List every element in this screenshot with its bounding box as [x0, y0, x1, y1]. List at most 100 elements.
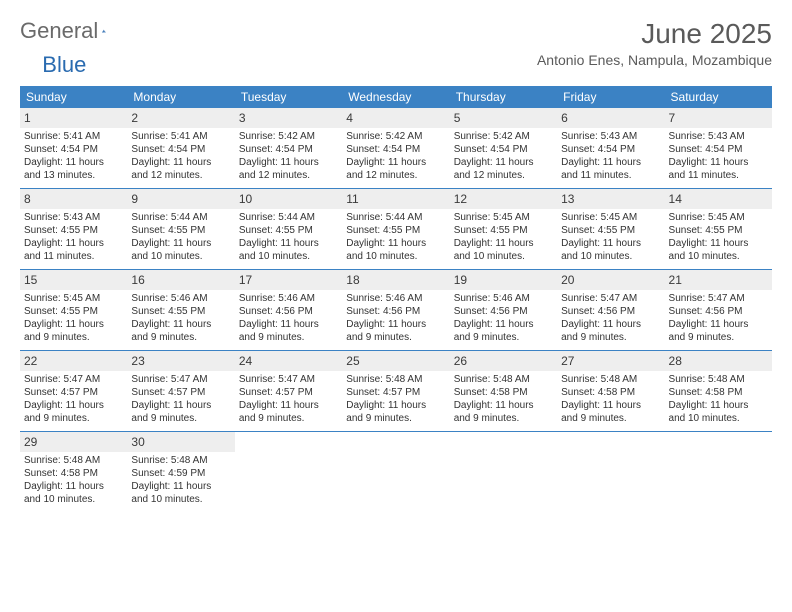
dow-sat: Saturday [665, 86, 772, 108]
calendar-day: 12Sunrise: 5:45 AMSunset: 4:55 PMDayligh… [450, 189, 557, 269]
calendar-day: 11Sunrise: 5:44 AMSunset: 4:55 PMDayligh… [342, 189, 449, 269]
day-sun-info: Sunrise: 5:43 AMSunset: 4:54 PMDaylight:… [669, 130, 768, 182]
day-number: 20 [557, 270, 664, 290]
calendar-day: 9Sunrise: 5:44 AMSunset: 4:55 PMDaylight… [127, 189, 234, 269]
day-sun-info: Sunrise: 5:42 AMSunset: 4:54 PMDaylight:… [239, 130, 338, 182]
day-sun-info: Sunrise: 5:45 AMSunset: 4:55 PMDaylight:… [24, 292, 123, 344]
day-number: 5 [450, 108, 557, 128]
day-number: 21 [665, 270, 772, 290]
day-sun-info: Sunrise: 5:45 AMSunset: 4:55 PMDaylight:… [669, 211, 768, 263]
calendar-day: . [557, 432, 664, 512]
day-sun-info: Sunrise: 5:48 AMSunset: 4:58 PMDaylight:… [454, 373, 553, 425]
day-sun-info: Sunrise: 5:42 AMSunset: 4:54 PMDaylight:… [346, 130, 445, 182]
day-sun-info: Sunrise: 5:47 AMSunset: 4:56 PMDaylight:… [669, 292, 768, 344]
calendar-day: 26Sunrise: 5:48 AMSunset: 4:58 PMDayligh… [450, 351, 557, 431]
calendar-week: 29Sunrise: 5:48 AMSunset: 4:58 PMDayligh… [20, 432, 772, 512]
calendar-day: 15Sunrise: 5:45 AMSunset: 4:55 PMDayligh… [20, 270, 127, 350]
day-sun-info: Sunrise: 5:46 AMSunset: 4:56 PMDaylight:… [239, 292, 338, 344]
calendar-day: 20Sunrise: 5:47 AMSunset: 4:56 PMDayligh… [557, 270, 664, 350]
calendar-day: 16Sunrise: 5:46 AMSunset: 4:55 PMDayligh… [127, 270, 234, 350]
day-sun-info: Sunrise: 5:41 AMSunset: 4:54 PMDaylight:… [131, 130, 230, 182]
calendar-day: 21Sunrise: 5:47 AMSunset: 4:56 PMDayligh… [665, 270, 772, 350]
calendar-week: 8Sunrise: 5:43 AMSunset: 4:55 PMDaylight… [20, 189, 772, 270]
day-sun-info: Sunrise: 5:46 AMSunset: 4:56 PMDaylight:… [346, 292, 445, 344]
day-sun-info: Sunrise: 5:47 AMSunset: 4:57 PMDaylight:… [239, 373, 338, 425]
calendar-day: 5Sunrise: 5:42 AMSunset: 4:54 PMDaylight… [450, 108, 557, 188]
day-number: 17 [235, 270, 342, 290]
day-number: 18 [342, 270, 449, 290]
dow-thu: Thursday [450, 86, 557, 108]
day-number: 22 [20, 351, 127, 371]
calendar-day: 19Sunrise: 5:46 AMSunset: 4:56 PMDayligh… [450, 270, 557, 350]
calendar-day: 6Sunrise: 5:43 AMSunset: 4:54 PMDaylight… [557, 108, 664, 188]
day-number: 16 [127, 270, 234, 290]
day-sun-info: Sunrise: 5:43 AMSunset: 4:54 PMDaylight:… [561, 130, 660, 182]
calendar-day: 3Sunrise: 5:42 AMSunset: 4:54 PMDaylight… [235, 108, 342, 188]
dow-wed: Wednesday [342, 86, 449, 108]
calendar-day: 8Sunrise: 5:43 AMSunset: 4:55 PMDaylight… [20, 189, 127, 269]
day-number: 27 [557, 351, 664, 371]
day-number: 14 [665, 189, 772, 209]
day-number: 3 [235, 108, 342, 128]
day-sun-info: Sunrise: 5:48 AMSunset: 4:58 PMDaylight:… [561, 373, 660, 425]
calendar-day: 10Sunrise: 5:44 AMSunset: 4:55 PMDayligh… [235, 189, 342, 269]
calendar: Sunday Monday Tuesday Wednesday Thursday… [20, 86, 772, 512]
day-sun-info: Sunrise: 5:48 AMSunset: 4:58 PMDaylight:… [669, 373, 768, 425]
calendar-week: 1Sunrise: 5:41 AMSunset: 4:54 PMDaylight… [20, 108, 772, 189]
calendar-day: 18Sunrise: 5:46 AMSunset: 4:56 PMDayligh… [342, 270, 449, 350]
day-sun-info: Sunrise: 5:46 AMSunset: 4:55 PMDaylight:… [131, 292, 230, 344]
calendar-day: 4Sunrise: 5:42 AMSunset: 4:54 PMDaylight… [342, 108, 449, 188]
calendar-day: 23Sunrise: 5:47 AMSunset: 4:57 PMDayligh… [127, 351, 234, 431]
day-number: 9 [127, 189, 234, 209]
day-number: 29 [20, 432, 127, 452]
day-number: 11 [342, 189, 449, 209]
day-number: 1 [20, 108, 127, 128]
calendar-week: 22Sunrise: 5:47 AMSunset: 4:57 PMDayligh… [20, 351, 772, 432]
day-number: 24 [235, 351, 342, 371]
day-number: 25 [342, 351, 449, 371]
calendar-day: 1Sunrise: 5:41 AMSunset: 4:54 PMDaylight… [20, 108, 127, 188]
calendar-day: 22Sunrise: 5:47 AMSunset: 4:57 PMDayligh… [20, 351, 127, 431]
day-number: 28 [665, 351, 772, 371]
day-sun-info: Sunrise: 5:48 AMSunset: 4:58 PMDaylight:… [24, 454, 123, 506]
day-sun-info: Sunrise: 5:44 AMSunset: 4:55 PMDaylight:… [131, 211, 230, 263]
calendar-day: . [235, 432, 342, 512]
day-sun-info: Sunrise: 5:47 AMSunset: 4:57 PMDaylight:… [131, 373, 230, 425]
day-sun-info: Sunrise: 5:48 AMSunset: 4:59 PMDaylight:… [131, 454, 230, 506]
calendar-day: . [665, 432, 772, 512]
day-number: 13 [557, 189, 664, 209]
calendar-day: 29Sunrise: 5:48 AMSunset: 4:58 PMDayligh… [20, 432, 127, 512]
calendar-day: 30Sunrise: 5:48 AMSunset: 4:59 PMDayligh… [127, 432, 234, 512]
day-number: 8 [20, 189, 127, 209]
day-sun-info: Sunrise: 5:47 AMSunset: 4:57 PMDaylight:… [24, 373, 123, 425]
day-number: 6 [557, 108, 664, 128]
calendar-week: 15Sunrise: 5:45 AMSunset: 4:55 PMDayligh… [20, 270, 772, 351]
day-sun-info: Sunrise: 5:46 AMSunset: 4:56 PMDaylight:… [454, 292, 553, 344]
calendar-day: 7Sunrise: 5:43 AMSunset: 4:54 PMDaylight… [665, 108, 772, 188]
day-sun-info: Sunrise: 5:41 AMSunset: 4:54 PMDaylight:… [24, 130, 123, 182]
day-number: 23 [127, 351, 234, 371]
dow-fri: Friday [557, 86, 664, 108]
day-number: 26 [450, 351, 557, 371]
day-number: 30 [127, 432, 234, 452]
calendar-day: 28Sunrise: 5:48 AMSunset: 4:58 PMDayligh… [665, 351, 772, 431]
dow-tue: Tuesday [235, 86, 342, 108]
dow-mon: Monday [127, 86, 234, 108]
calendar-day: 24Sunrise: 5:47 AMSunset: 4:57 PMDayligh… [235, 351, 342, 431]
calendar-day: 2Sunrise: 5:41 AMSunset: 4:54 PMDaylight… [127, 108, 234, 188]
day-sun-info: Sunrise: 5:44 AMSunset: 4:55 PMDaylight:… [346, 211, 445, 263]
day-number: 10 [235, 189, 342, 209]
brand-sail-icon [102, 22, 106, 40]
calendar-header-row: Sunday Monday Tuesday Wednesday Thursday… [20, 86, 772, 108]
day-sun-info: Sunrise: 5:44 AMSunset: 4:55 PMDaylight:… [239, 211, 338, 263]
brand-part1: General [20, 18, 98, 44]
day-number: 19 [450, 270, 557, 290]
day-number: 2 [127, 108, 234, 128]
day-sun-info: Sunrise: 5:47 AMSunset: 4:56 PMDaylight:… [561, 292, 660, 344]
day-sun-info: Sunrise: 5:43 AMSunset: 4:55 PMDaylight:… [24, 211, 123, 263]
day-number: 4 [342, 108, 449, 128]
brand-logo: General [20, 18, 126, 44]
calendar-day: 25Sunrise: 5:48 AMSunset: 4:57 PMDayligh… [342, 351, 449, 431]
day-sun-info: Sunrise: 5:42 AMSunset: 4:54 PMDaylight:… [454, 130, 553, 182]
calendar-day: 17Sunrise: 5:46 AMSunset: 4:56 PMDayligh… [235, 270, 342, 350]
